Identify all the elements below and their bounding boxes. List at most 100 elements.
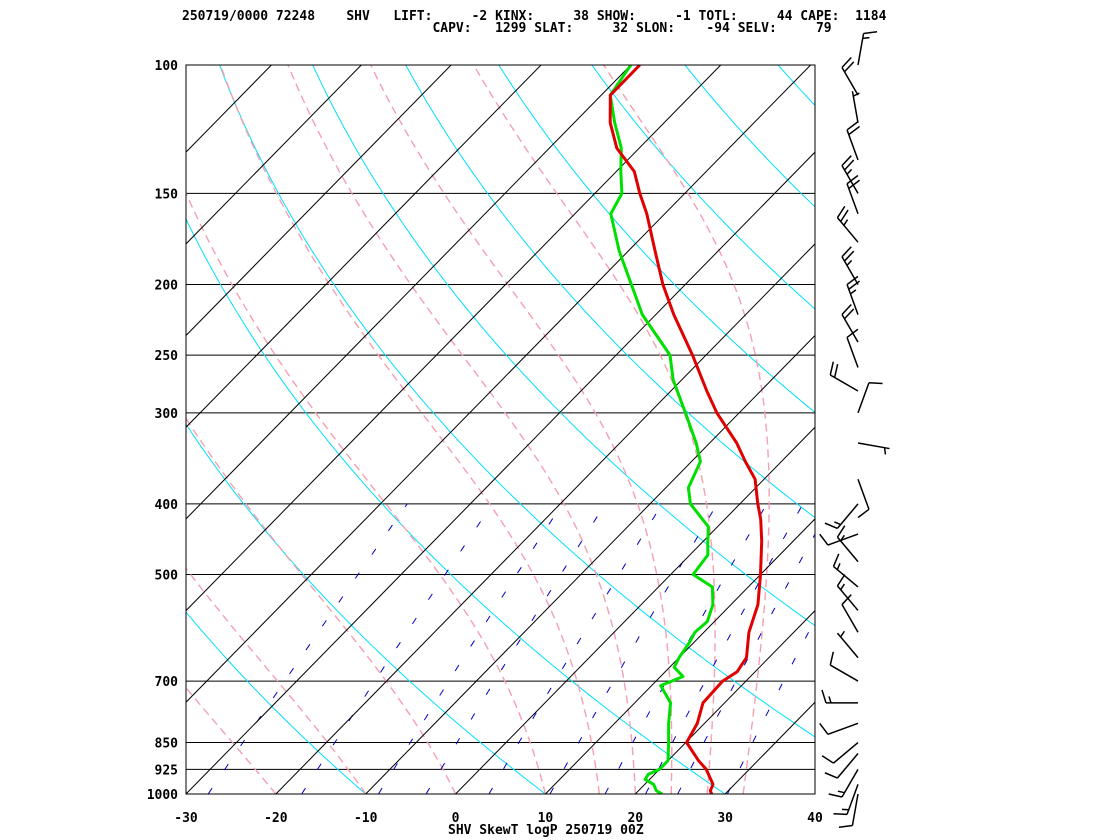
mixing-ratio-line [677,533,815,794]
wind-barb-staff [857,33,865,66]
pressure-tick-label: 500 [155,569,179,584]
dry-adiabat [186,423,546,794]
wind-barb-flag [846,121,859,131]
wind-barb-flag [868,382,883,385]
wind-barb [819,722,859,736]
wind-barb [857,31,878,66]
wind-barb [841,594,859,633]
moist-adiabat [603,65,770,794]
wind-barb [824,503,859,530]
wind-barb-flag [863,31,878,35]
wind-barb [829,651,859,682]
dry-adiabat [1057,65,1120,794]
moist-adiabat [473,65,716,794]
pressure-tick-label: 300 [155,407,179,422]
dry-adiabat [871,65,1120,794]
wind-barb [841,155,859,194]
wind-barb [857,382,883,414]
temperature-tick-label: 40 [807,811,823,826]
temperature-tick-label: -20 [264,811,288,826]
wind-barb-staff [857,442,890,450]
isotherm-line [186,65,811,703]
wind-barb-staff [841,67,859,96]
mixing-ratio-line [301,503,493,794]
wind-barb-half-flag [846,259,853,266]
moist-adiabat [219,65,600,794]
wind-barb-flag [843,61,855,73]
wind-barb-staff [846,337,859,368]
wind-barb-flag [836,525,846,538]
mixing-ratio-line [425,503,606,794]
plot-frame [185,64,816,795]
wind-barb [851,91,860,123]
wind-barb-flag [821,755,834,764]
wind-barb-half-flag [828,696,832,704]
wind-barb-staff [836,217,859,243]
wind-barb-staff [836,536,859,563]
wind-barb-flag [848,179,861,190]
wind-barb-staff [846,784,859,815]
wind-barb-staff [851,91,859,123]
wind-barb-staff [829,664,859,682]
wind-barb-flag [832,553,840,567]
wind-barb [841,56,859,96]
wind-barb-flag [819,722,829,735]
wind-barb [836,205,859,243]
wind-barb [828,768,859,798]
wind-barb-staff [833,565,859,588]
dry-adiabat [498,65,815,413]
moist-adiabat [186,417,457,794]
mixing-ratio-line [726,618,815,794]
moist-adiabat [186,686,277,794]
wind-barb [824,753,859,779]
wind-barb-staff [836,503,859,529]
wind-barb [857,442,890,455]
wind-barbs [819,31,890,828]
wind-barb-flag [846,275,859,286]
pressure-tick-label: 700 [155,675,179,690]
temperature-tick-label: 0 [452,811,460,826]
wind-barb-half-flag [836,563,841,570]
wind-barb [838,793,859,828]
mixing-ratio-line [207,503,408,794]
wind-barb-flag [836,574,846,587]
wind-barb-flag [848,280,861,290]
temperature-tick-label: 30 [717,811,733,826]
wind-barb [836,630,859,659]
dry-adiabat [219,65,815,738]
chart-title: SHV SkewT logP 250719 00Z [448,823,644,838]
wind-barb-half-flag [846,168,853,175]
dry-adiabat [684,65,815,208]
wind-barb-flag [828,793,843,798]
isotherm-line [0,65,92,794]
isotherm-line [186,65,362,245]
wind-barb-flag [841,155,852,167]
dewpoint-profile [608,65,715,794]
wind-barb [841,303,859,343]
pressure-tick-label: 250 [155,349,179,364]
wind-barb-flag [841,594,852,606]
wind-barb-staff [857,478,870,510]
wind-barb [819,533,859,546]
isotherm-line [365,334,815,794]
pressure-tick-label: 850 [155,737,179,752]
pressure-tick-label: 100 [155,59,179,74]
temperature-tick-label: -30 [174,811,198,826]
wind-barb-half-flag [840,583,845,591]
moist-adiabat [370,65,673,794]
isotherm-line [545,518,815,794]
temperature-tick-label: -10 [354,811,378,826]
pressure-tick-label: 1000 [147,788,178,803]
pressure-tick-label: 400 [155,498,179,513]
temperature-profile [608,65,764,794]
isotherm-line [0,65,2,794]
temperature-tick-label: 20 [627,811,643,826]
isotherm-line [186,151,815,794]
wind-barb [846,328,859,368]
wind-barb-half-flag [862,36,870,40]
wind-barb-flag [843,308,855,320]
wind-barb-flag [841,303,852,315]
wind-barb [836,574,859,611]
wind-barb-flag [829,361,835,376]
wind-barb [821,689,858,704]
